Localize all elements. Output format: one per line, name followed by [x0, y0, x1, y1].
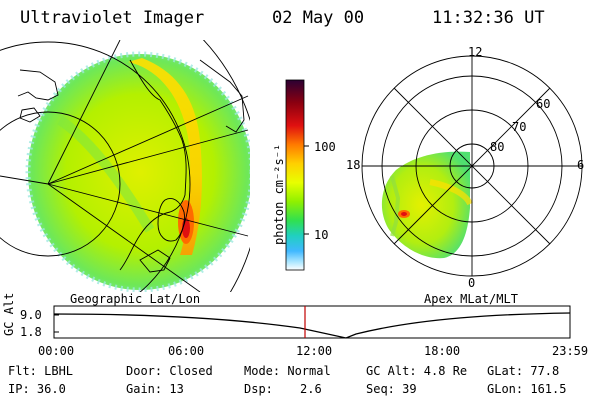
mlt-label-0: 0: [468, 276, 476, 290]
altitude-ytick-9: 9.0: [20, 308, 42, 322]
instrument-title: Ultraviolet Imager: [20, 8, 205, 28]
info-glat: GLat: 77.8: [487, 364, 560, 378]
left-panel-caption: Geographic Lat/Lon: [70, 292, 201, 306]
xtick-12-00: 12:00: [296, 344, 333, 358]
time-label: 11:32:36 UT: [432, 8, 545, 28]
lat-label-80: 80: [490, 140, 505, 154]
colorbar-unit-label: photon cm⁻²s⁻¹: [272, 143, 286, 245]
mlt-label-12: 12: [468, 45, 483, 59]
polar-plot: [361, 55, 583, 277]
colorbar-tick-10: 10: [314, 228, 329, 242]
inner-green-arc: [57, 115, 155, 233]
altitude-ytick-1-8: 1.8: [20, 325, 42, 339]
geographic-image: [0, 40, 250, 292]
auroral-band: [128, 58, 202, 255]
polar-auroral-oval: [381, 151, 470, 259]
colorbar: [285, 79, 305, 271]
right-panel-caption: Apex MLat/MLT: [424, 292, 518, 306]
info-dsp-label: Dsp:: [244, 382, 273, 396]
altitude-plot: [53, 305, 571, 339]
lat-label-70: 70: [512, 120, 527, 134]
coastline: [119, 59, 187, 271]
xtick-18-00: 18:00: [424, 344, 461, 358]
date-label: 02 May 00: [272, 8, 365, 28]
altitude-curve: [53, 312, 571, 339]
mlt-label-18: 18: [346, 158, 361, 172]
colorbar-tick-100: 100: [314, 140, 336, 154]
info-door: Door: Closed: [126, 364, 213, 378]
image-edge-haze: [25, 51, 250, 292]
info-dsp-value: 2.6: [300, 382, 322, 396]
info-flt: Flt: LBHL: [8, 364, 74, 378]
xtick-23-59: 23:59: [552, 344, 589, 358]
info-mode: Mode: Normal: [244, 364, 331, 378]
info-gain: Gain: 13: [126, 382, 184, 396]
xtick-06-00: 06:00: [168, 344, 205, 358]
altitude-ylabel: GC Alt: [2, 292, 16, 336]
lat-label-60: 60: [536, 97, 551, 111]
info-ip: IP: 36.0: [8, 382, 66, 396]
mlt-label-6: 6: [577, 158, 585, 172]
info-seq: Seq: 39: [366, 382, 417, 396]
info-gc-alt: GC Alt: 4.8 Re: [366, 364, 468, 378]
xtick-00-00: 00:00: [38, 344, 75, 358]
info-glon: GLon: 161.5: [487, 382, 567, 396]
